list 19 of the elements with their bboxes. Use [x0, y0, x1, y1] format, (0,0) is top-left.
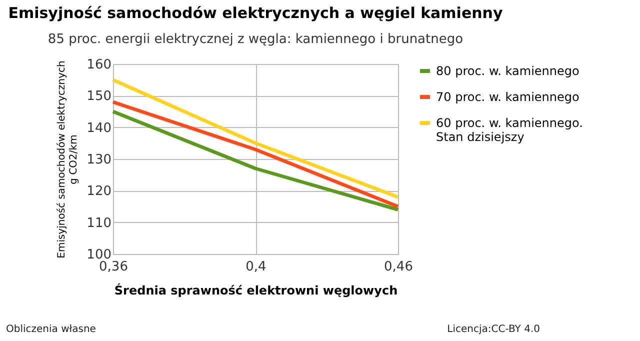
y-tick-label: 120: [86, 184, 112, 200]
y-tick-label: 110: [86, 216, 112, 231]
chart-subtitle: 85 proc. energii elektrycznej z węgla: kamiennego i brunatnego: [48, 32, 464, 47]
y-axis-title: Emisyjność samochodów elektrycznych g CO2/km: [56, 60, 80, 258]
legend-label: 70 proc. w. kamiennego: [436, 90, 580, 104]
y-tick-label: 100: [86, 248, 112, 262]
x-tick-label: 0,36: [99, 260, 128, 274]
x-tick-label: 0,46: [384, 260, 413, 274]
x-axis-title: Średnia sprawność elektrowni węglowych: [114, 282, 398, 298]
legend-label: 80 proc. w. kamiennego: [436, 64, 580, 78]
x-tick-label: 0,4: [246, 260, 266, 274]
legend-label: 60 proc. w. kamiennego. Stan dzisiejszy: [436, 116, 583, 144]
chart-title: Emisyjność samochodów elektrycznych a węgiel kamienny: [8, 4, 503, 22]
text: Licencja:CC-BY 4.0: [447, 324, 540, 335]
y-tick-label: 160: [86, 58, 112, 72]
y-tick-label: 150: [86, 89, 112, 104]
y-tick-label: 140: [86, 120, 112, 136]
text: Obliczenia własne: [6, 324, 96, 335]
y-tick-label: 130: [86, 152, 112, 168]
